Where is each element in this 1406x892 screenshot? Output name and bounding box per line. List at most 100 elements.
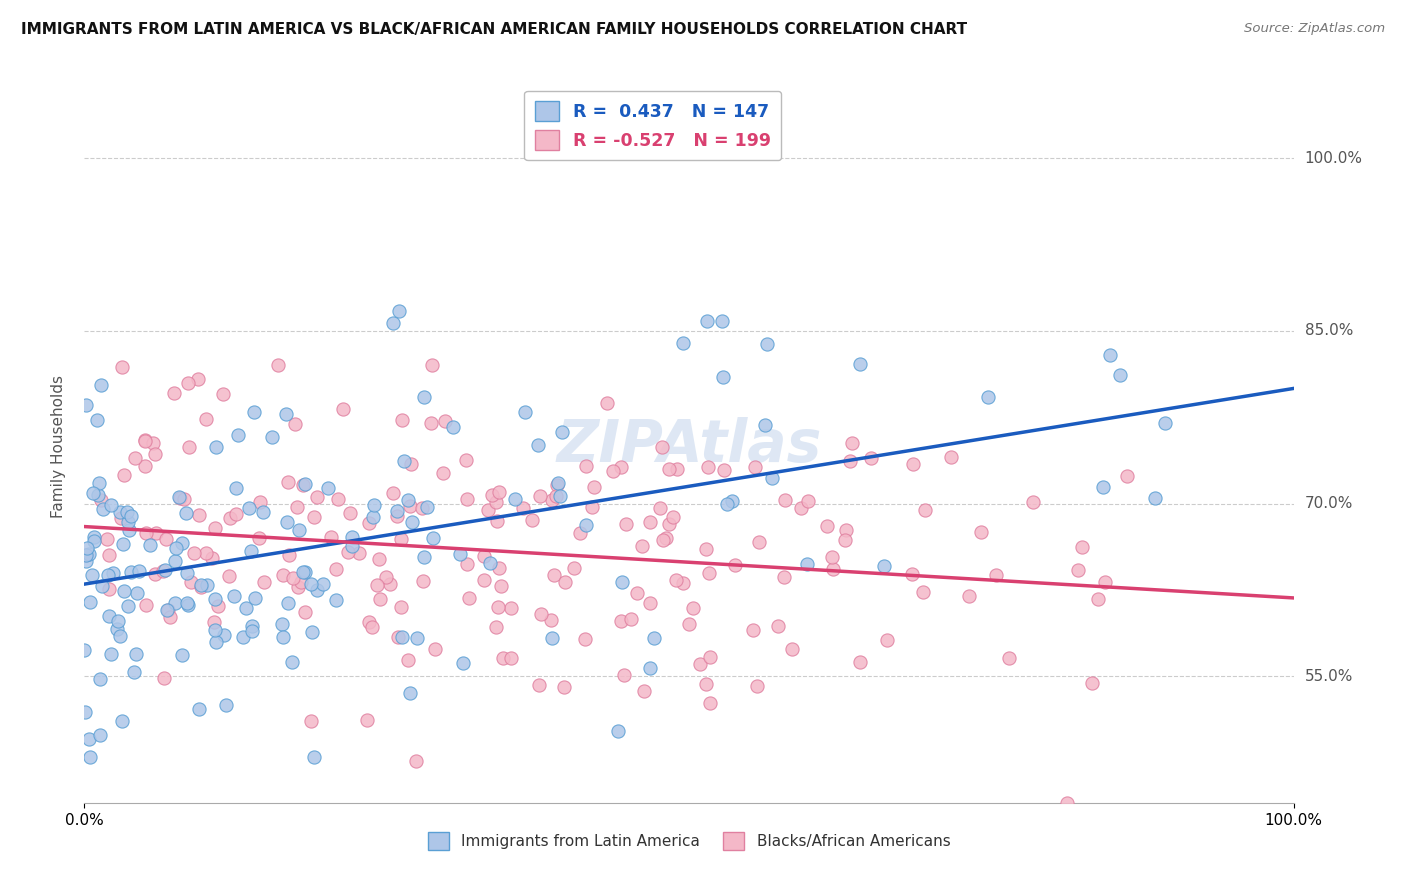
Point [449, 547, 471, 561]
Point [551, 425, 574, 439]
Point [79, 749, 101, 764]
Point [356, 713, 378, 727]
Point [527, 438, 550, 452]
Point [422, 532, 444, 546]
Point [277, 596, 299, 610]
Point [319, 530, 342, 544]
Point [655, 531, 678, 545]
Point [97, 608, 120, 623]
Point [761, 471, 783, 485]
Point [301, 624, 323, 639]
Point [529, 489, 551, 503]
Point [401, 515, 423, 529]
Text: IMMIGRANTS FROM LATIN AMERICA VS BLACK/AFRICAN AMERICAN FAMILY HOUSEHOLDS CORREL: IMMIGRANTS FROM LATIN AMERICA VS BLACK/A… [21, 22, 967, 37]
Point [678, 617, 700, 632]
Point [695, 542, 717, 557]
Point [98, 549, 121, 563]
Point [153, 562, 176, 576]
Point [105, 622, 128, 636]
Point [391, 600, 413, 615]
Point [724, 558, 747, 573]
Point [489, 579, 512, 593]
Point [382, 316, 405, 330]
Point [110, 511, 132, 525]
Point [711, 370, 734, 384]
Point [108, 629, 131, 643]
Point [187, 372, 209, 386]
Point [243, 405, 266, 419]
Point [474, 549, 496, 564]
Point [672, 336, 695, 351]
Point [361, 510, 384, 524]
Point [218, 569, 240, 583]
Point [640, 661, 662, 675]
Point [359, 516, 381, 531]
Point [89, 728, 111, 742]
Point [499, 601, 522, 615]
Point [75, 553, 97, 567]
Point [328, 492, 350, 507]
Point [120, 566, 142, 580]
Point [83, 530, 105, 544]
Point [183, 546, 205, 560]
Point [100, 647, 122, 661]
Point [741, 623, 763, 637]
Point [340, 539, 363, 553]
Point [1115, 468, 1137, 483]
Point [396, 492, 419, 507]
Point [97, 568, 120, 582]
Point [665, 573, 688, 587]
Point [195, 412, 218, 426]
Point [285, 500, 308, 514]
Point [1094, 575, 1116, 590]
Point [332, 402, 354, 417]
Point [796, 558, 818, 572]
Point [834, 533, 856, 547]
Point [672, 575, 695, 590]
Point [873, 559, 896, 574]
Y-axis label: Family Households: Family Households [51, 375, 66, 517]
Point [176, 596, 198, 610]
Point [651, 441, 673, 455]
Point [167, 490, 190, 504]
Point [610, 614, 633, 628]
Point [249, 495, 271, 509]
Point [225, 481, 247, 495]
Point [188, 508, 211, 523]
Point [796, 494, 818, 508]
Point [662, 510, 685, 524]
Point [100, 498, 122, 512]
Point [219, 511, 242, 525]
Point [366, 578, 388, 592]
Point [1067, 563, 1090, 577]
Point [235, 600, 257, 615]
Point [540, 493, 562, 508]
Point [841, 435, 863, 450]
Point [697, 566, 720, 580]
Point [173, 492, 195, 507]
Point [211, 386, 233, 401]
Point [387, 630, 409, 644]
Point [658, 517, 681, 532]
Point [543, 568, 565, 582]
Point [299, 577, 322, 591]
Point [610, 574, 633, 589]
Point [901, 457, 924, 471]
Point [110, 359, 132, 374]
Point [697, 459, 720, 474]
Point [284, 417, 307, 431]
Point [1070, 541, 1092, 555]
Point [368, 552, 391, 566]
Point [299, 714, 322, 729]
Point [290, 574, 312, 589]
Point [391, 413, 413, 427]
Text: 85.0%: 85.0% [1305, 324, 1353, 338]
Point [835, 523, 858, 537]
Point [513, 405, 536, 419]
Point [201, 551, 224, 566]
Point [195, 578, 218, 592]
Point [512, 501, 534, 516]
Point [134, 458, 156, 473]
Point [325, 562, 347, 576]
Point [582, 480, 605, 494]
